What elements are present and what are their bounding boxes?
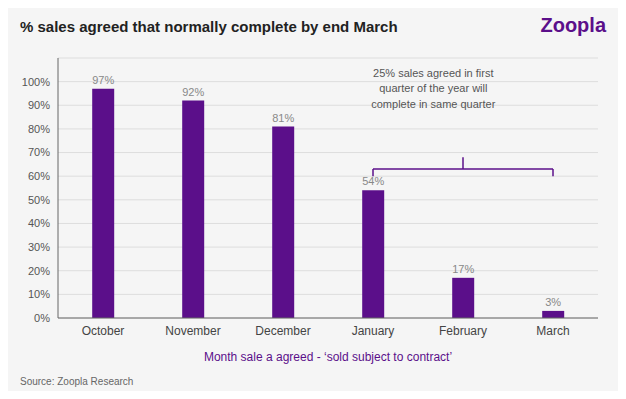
svg-text:100%: 100% (22, 76, 50, 88)
svg-text:December: December (255, 324, 310, 338)
svg-text:40%: 40% (28, 217, 50, 229)
svg-text:90%: 90% (28, 99, 50, 111)
html-text:Zoopla: Zoopla (540, 14, 606, 36)
svg-text:17%: 17% (452, 263, 474, 275)
svg-text:50%: 50% (28, 194, 50, 206)
svg-text:30%: 30% (28, 241, 50, 253)
svg-text:81%: 81% (272, 112, 294, 124)
svg-text:10%: 10% (28, 288, 50, 300)
html-text:25% sales agreed in first quar: 25% sales agreed in first quarter of the… (371, 66, 496, 110)
svg-text:80%: 80% (28, 123, 50, 135)
svg-text:92%: 92% (182, 86, 204, 98)
svg-text:February: February (439, 324, 487, 338)
svg-text:March: March (536, 324, 569, 338)
svg-text:Month sale a agreed - ‘sold su: Month sale a agreed - ‘sold subject to c… (204, 350, 452, 364)
svg-text:0%: 0% (34, 312, 50, 324)
svg-text:20%: 20% (28, 265, 50, 277)
svg-text:97%: 97% (92, 74, 114, 86)
svg-text:54%: 54% (362, 175, 384, 187)
html-text:Source: Zoopla Research: Source: Zoopla Research (20, 376, 134, 387)
svg-text:70%: 70% (28, 146, 50, 158)
svg-text:November: November (165, 324, 220, 338)
svg-text:October: October (82, 324, 125, 338)
svg-text:3%: 3% (545, 296, 561, 308)
html-text:% sales agreed that normally c: % sales agreed that normally complete by… (20, 18, 398, 35)
svg-text:January: January (352, 324, 395, 338)
svg-text:60%: 60% (28, 170, 50, 182)
